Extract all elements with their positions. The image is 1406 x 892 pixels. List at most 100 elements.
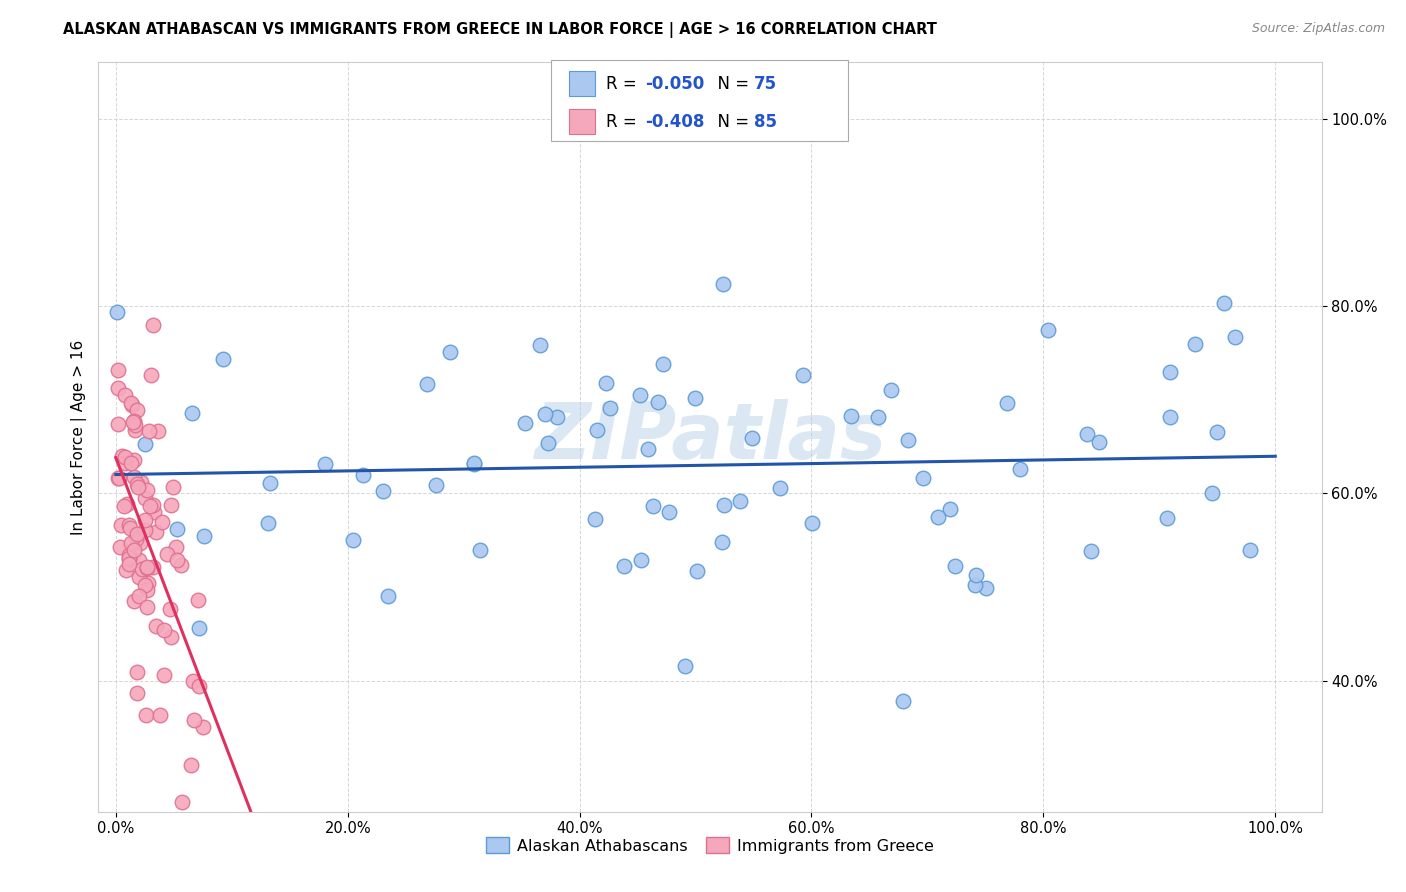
Point: [1212, 296, 1234, 310]
Point: [135, 708, 157, 723]
Point: [1159, 365, 1181, 379]
Point: [513, 416, 536, 430]
Point: [107, 471, 129, 485]
Point: [127, 479, 149, 493]
Point: [107, 304, 129, 318]
Point: [371, 483, 394, 498]
Point: [637, 442, 659, 456]
Point: [529, 338, 551, 352]
Point: [769, 481, 792, 495]
Point: [927, 509, 949, 524]
Point: [1010, 462, 1032, 476]
Point: [728, 493, 751, 508]
Point: [153, 624, 176, 638]
Point: [468, 543, 491, 558]
Point: [108, 471, 131, 485]
Point: [118, 517, 141, 532]
Point: [685, 391, 707, 405]
Point: [134, 578, 156, 592]
Point: [630, 553, 652, 567]
Point: [139, 368, 162, 383]
Point: [112, 499, 135, 513]
Point: [142, 318, 165, 333]
Point: [647, 394, 669, 409]
Point: [148, 424, 170, 438]
Point: [136, 561, 159, 575]
Point: [134, 513, 156, 527]
Point: [1184, 337, 1206, 351]
Point: [911, 471, 934, 485]
Point: [534, 407, 557, 421]
Point: [142, 560, 165, 574]
Point: [880, 383, 903, 397]
Point: [965, 568, 987, 582]
Point: [128, 570, 150, 584]
Point: [114, 388, 136, 402]
Point: [129, 536, 152, 550]
Text: ALASKAN ATHABASCAN VS IMMIGRANTS FROM GREECE IN LABOR FORCE | AGE > 16 CORRELATI: ALASKAN ATHABASCAN VS IMMIGRANTS FROM GR…: [63, 22, 938, 38]
Text: R =: R =: [606, 112, 643, 130]
Point: [114, 456, 136, 470]
Point: [125, 477, 148, 491]
Point: [1080, 544, 1102, 558]
Point: [259, 476, 281, 491]
Point: [943, 558, 966, 573]
Point: [180, 758, 202, 772]
Point: [122, 414, 145, 428]
Point: [1076, 427, 1098, 442]
Point: [139, 499, 162, 513]
Legend: Alaskan Athabascans, Immigrants from Greece: Alaskan Athabascans, Immigrants from Gre…: [479, 831, 941, 860]
Point: [156, 547, 179, 561]
Point: [114, 563, 136, 577]
Point: [547, 409, 569, 424]
Point: [145, 524, 167, 539]
Point: [125, 532, 148, 546]
Point: [159, 498, 181, 512]
Point: [120, 521, 142, 535]
Point: [110, 518, 132, 533]
Point: [628, 388, 651, 402]
Point: [170, 558, 193, 573]
Point: [841, 409, 863, 423]
Point: [134, 523, 156, 537]
Text: ZIPatlas: ZIPatlas: [534, 399, 886, 475]
Point: [136, 575, 159, 590]
Point: [107, 417, 129, 432]
Point: [149, 708, 172, 723]
Point: [711, 534, 734, 549]
Point: [159, 630, 181, 644]
Point: [352, 467, 374, 482]
Point: [122, 453, 145, 467]
Point: [136, 560, 159, 574]
Point: [134, 491, 156, 505]
Point: [117, 558, 139, 572]
Point: [120, 536, 142, 550]
Point: [1206, 425, 1229, 439]
Point: [595, 376, 617, 390]
Point: [120, 456, 142, 470]
Point: [142, 498, 165, 512]
Text: N =: N =: [707, 112, 755, 130]
Point: [111, 449, 134, 463]
Point: [536, 435, 558, 450]
Point: [128, 589, 150, 603]
Point: [256, 516, 278, 531]
Point: [114, 450, 136, 464]
Point: [939, 501, 962, 516]
Text: -0.408: -0.408: [645, 112, 704, 130]
Point: [658, 505, 681, 519]
Point: [118, 551, 141, 566]
Point: [183, 713, 205, 727]
Point: [165, 541, 187, 555]
Point: [188, 621, 211, 635]
Point: [1156, 511, 1178, 525]
Point: [122, 543, 145, 558]
Point: [131, 562, 153, 576]
Point: [118, 549, 141, 563]
Point: [965, 578, 987, 592]
Point: [891, 694, 914, 708]
Point: [439, 344, 461, 359]
Point: [122, 594, 145, 608]
Point: [162, 480, 184, 494]
Point: [801, 516, 824, 531]
